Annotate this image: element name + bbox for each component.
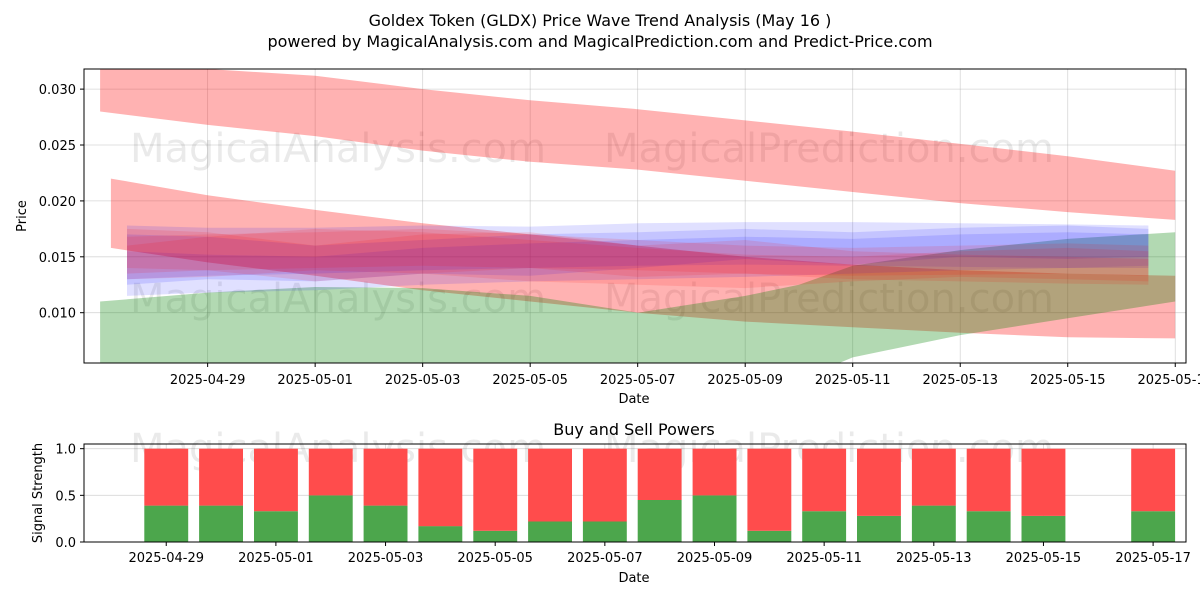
band-upper-red-trend (100, 69, 1176, 220)
buy-bar (363, 505, 408, 542)
buy-bar (528, 521, 572, 542)
sell-bar (747, 448, 792, 531)
buy-sell-x-tick-label: 2025-05-17 (1115, 551, 1191, 566)
band-red-wave-1 (127, 228, 1149, 289)
price-x-axis-label: Date (618, 392, 649, 407)
watermark-analysis-top: MagicalAnalysis.com (130, 126, 546, 172)
sell-bar (857, 448, 901, 516)
buy-bar (637, 500, 682, 542)
price-x-tick-label: 2025-04-29 (170, 373, 246, 388)
sell-bar (254, 448, 298, 512)
watermark-prediction-mid: MagicalPrediction.com (604, 276, 1054, 322)
price-plot-frame (83, 68, 1187, 364)
buy-sell-y-tick-label: 0.5 (55, 489, 76, 504)
sell-bar (144, 448, 189, 506)
chart-title-line2: powered by MagicalAnalysis.com and Magic… (267, 32, 932, 51)
buy-sell-x-axis-label: Date (618, 571, 649, 586)
band-red-wave-3 (127, 228, 1149, 276)
price-x-tick-label: 2025-05-07 (600, 373, 676, 388)
buy-sell-x-tick-label: 2025-05-15 (1006, 551, 1082, 566)
buy-sell-y-tick-label: 0.0 (55, 536, 76, 551)
sell-bar (637, 448, 682, 500)
buy-sell-x-tick-label: 2025-05-07 (567, 551, 643, 566)
buy-bar (418, 526, 463, 542)
price-x-tick-label: 2025-05-13 (922, 373, 998, 388)
sell-bar (802, 448, 847, 512)
price-x-tick-label: 2025-05-05 (492, 373, 568, 388)
band-green-wave (100, 232, 1176, 363)
sell-bar (473, 448, 518, 531)
buy-bar (1021, 515, 1066, 542)
sell-bar (966, 448, 1011, 512)
price-x-tick-label: 2025-05-15 (1030, 373, 1106, 388)
band-blue-wave-3 (127, 222, 1149, 280)
buy-bar (1131, 511, 1176, 542)
buy-sell-y-tick-label: 1.0 (55, 443, 76, 458)
buy-sell-x-tick-label: 2025-04-29 (128, 551, 204, 566)
price-y-tick-label: 0.015 (39, 251, 76, 266)
chart-title-line1: Goldex Token (GLDX) Price Wave Trend Ana… (369, 11, 832, 30)
sell-bar (528, 448, 572, 522)
band-blue-wave-1 (127, 225, 1149, 285)
buy-bar (473, 530, 518, 542)
sell-bar (582, 448, 627, 522)
sell-bar (308, 448, 353, 496)
band-lower-red-trend (110, 178, 1176, 339)
buy-sell-y-axis-label: Signal Strength (31, 443, 46, 543)
buy-sell-x-tick-label: 2025-05-11 (786, 551, 862, 566)
sell-bar (199, 448, 243, 506)
buy-bar (144, 505, 189, 542)
buy-bar (747, 530, 792, 542)
band-red-wave-2 (127, 228, 1149, 285)
buy-bar (802, 511, 847, 542)
buy-bar (199, 505, 243, 542)
buy-bar (254, 511, 298, 542)
buy-sell-title: Buy and Sell Powers (553, 420, 715, 439)
sell-bar (418, 448, 463, 527)
price-y-tick-label: 0.025 (39, 139, 76, 154)
sell-bar (1021, 448, 1066, 516)
band-blue-wave-2 (127, 232, 1149, 296)
sell-bar (363, 448, 408, 506)
price-y-axis-label: Price (15, 200, 30, 232)
price-x-tick-label: 2025-05-09 (707, 373, 783, 388)
price-x-tick-label: 2025-05-11 (815, 373, 891, 388)
buy-sell-x-tick-label: 2025-05-03 (348, 551, 424, 566)
watermark-prediction-top: MagicalPrediction.com (604, 126, 1054, 172)
buy-bar (692, 495, 737, 542)
buy-sell-plot-frame (83, 443, 1187, 543)
price-y-tick-label: 0.030 (39, 83, 76, 98)
price-wave-plot: MagicalAnalysis.com MagicalPrediction.co… (15, 68, 1200, 407)
buy-sell-x-tick-label: 2025-05-09 (677, 551, 753, 566)
buy-sell-x-tick-label: 2025-05-13 (896, 551, 972, 566)
sell-bar (1131, 448, 1176, 512)
buy-sell-x-tick-label: 2025-05-05 (457, 551, 533, 566)
price-y-tick-label: 0.020 (39, 195, 76, 210)
price-x-tick-label: 2025-05-03 (385, 373, 461, 388)
buy-sell-x-tick-label: 2025-05-01 (238, 551, 314, 566)
sell-bar (692, 448, 737, 496)
buy-bar (857, 515, 901, 542)
buy-bar (911, 505, 956, 542)
watermark-analysis-mid: MagicalAnalysis.com (130, 276, 546, 322)
price-x-tick-label: 2025-05-01 (277, 373, 353, 388)
buy-bar (582, 521, 627, 542)
buy-bar (308, 495, 353, 542)
buy-bar (966, 511, 1011, 542)
sell-bar (911, 448, 956, 506)
buy-sell-plot: Buy and Sell Powers MagicalAnalysis.com … (31, 420, 1191, 586)
price-y-tick-label: 0.010 (39, 307, 76, 322)
price-x-tick-label: 2025-05-17 (1137, 373, 1200, 388)
